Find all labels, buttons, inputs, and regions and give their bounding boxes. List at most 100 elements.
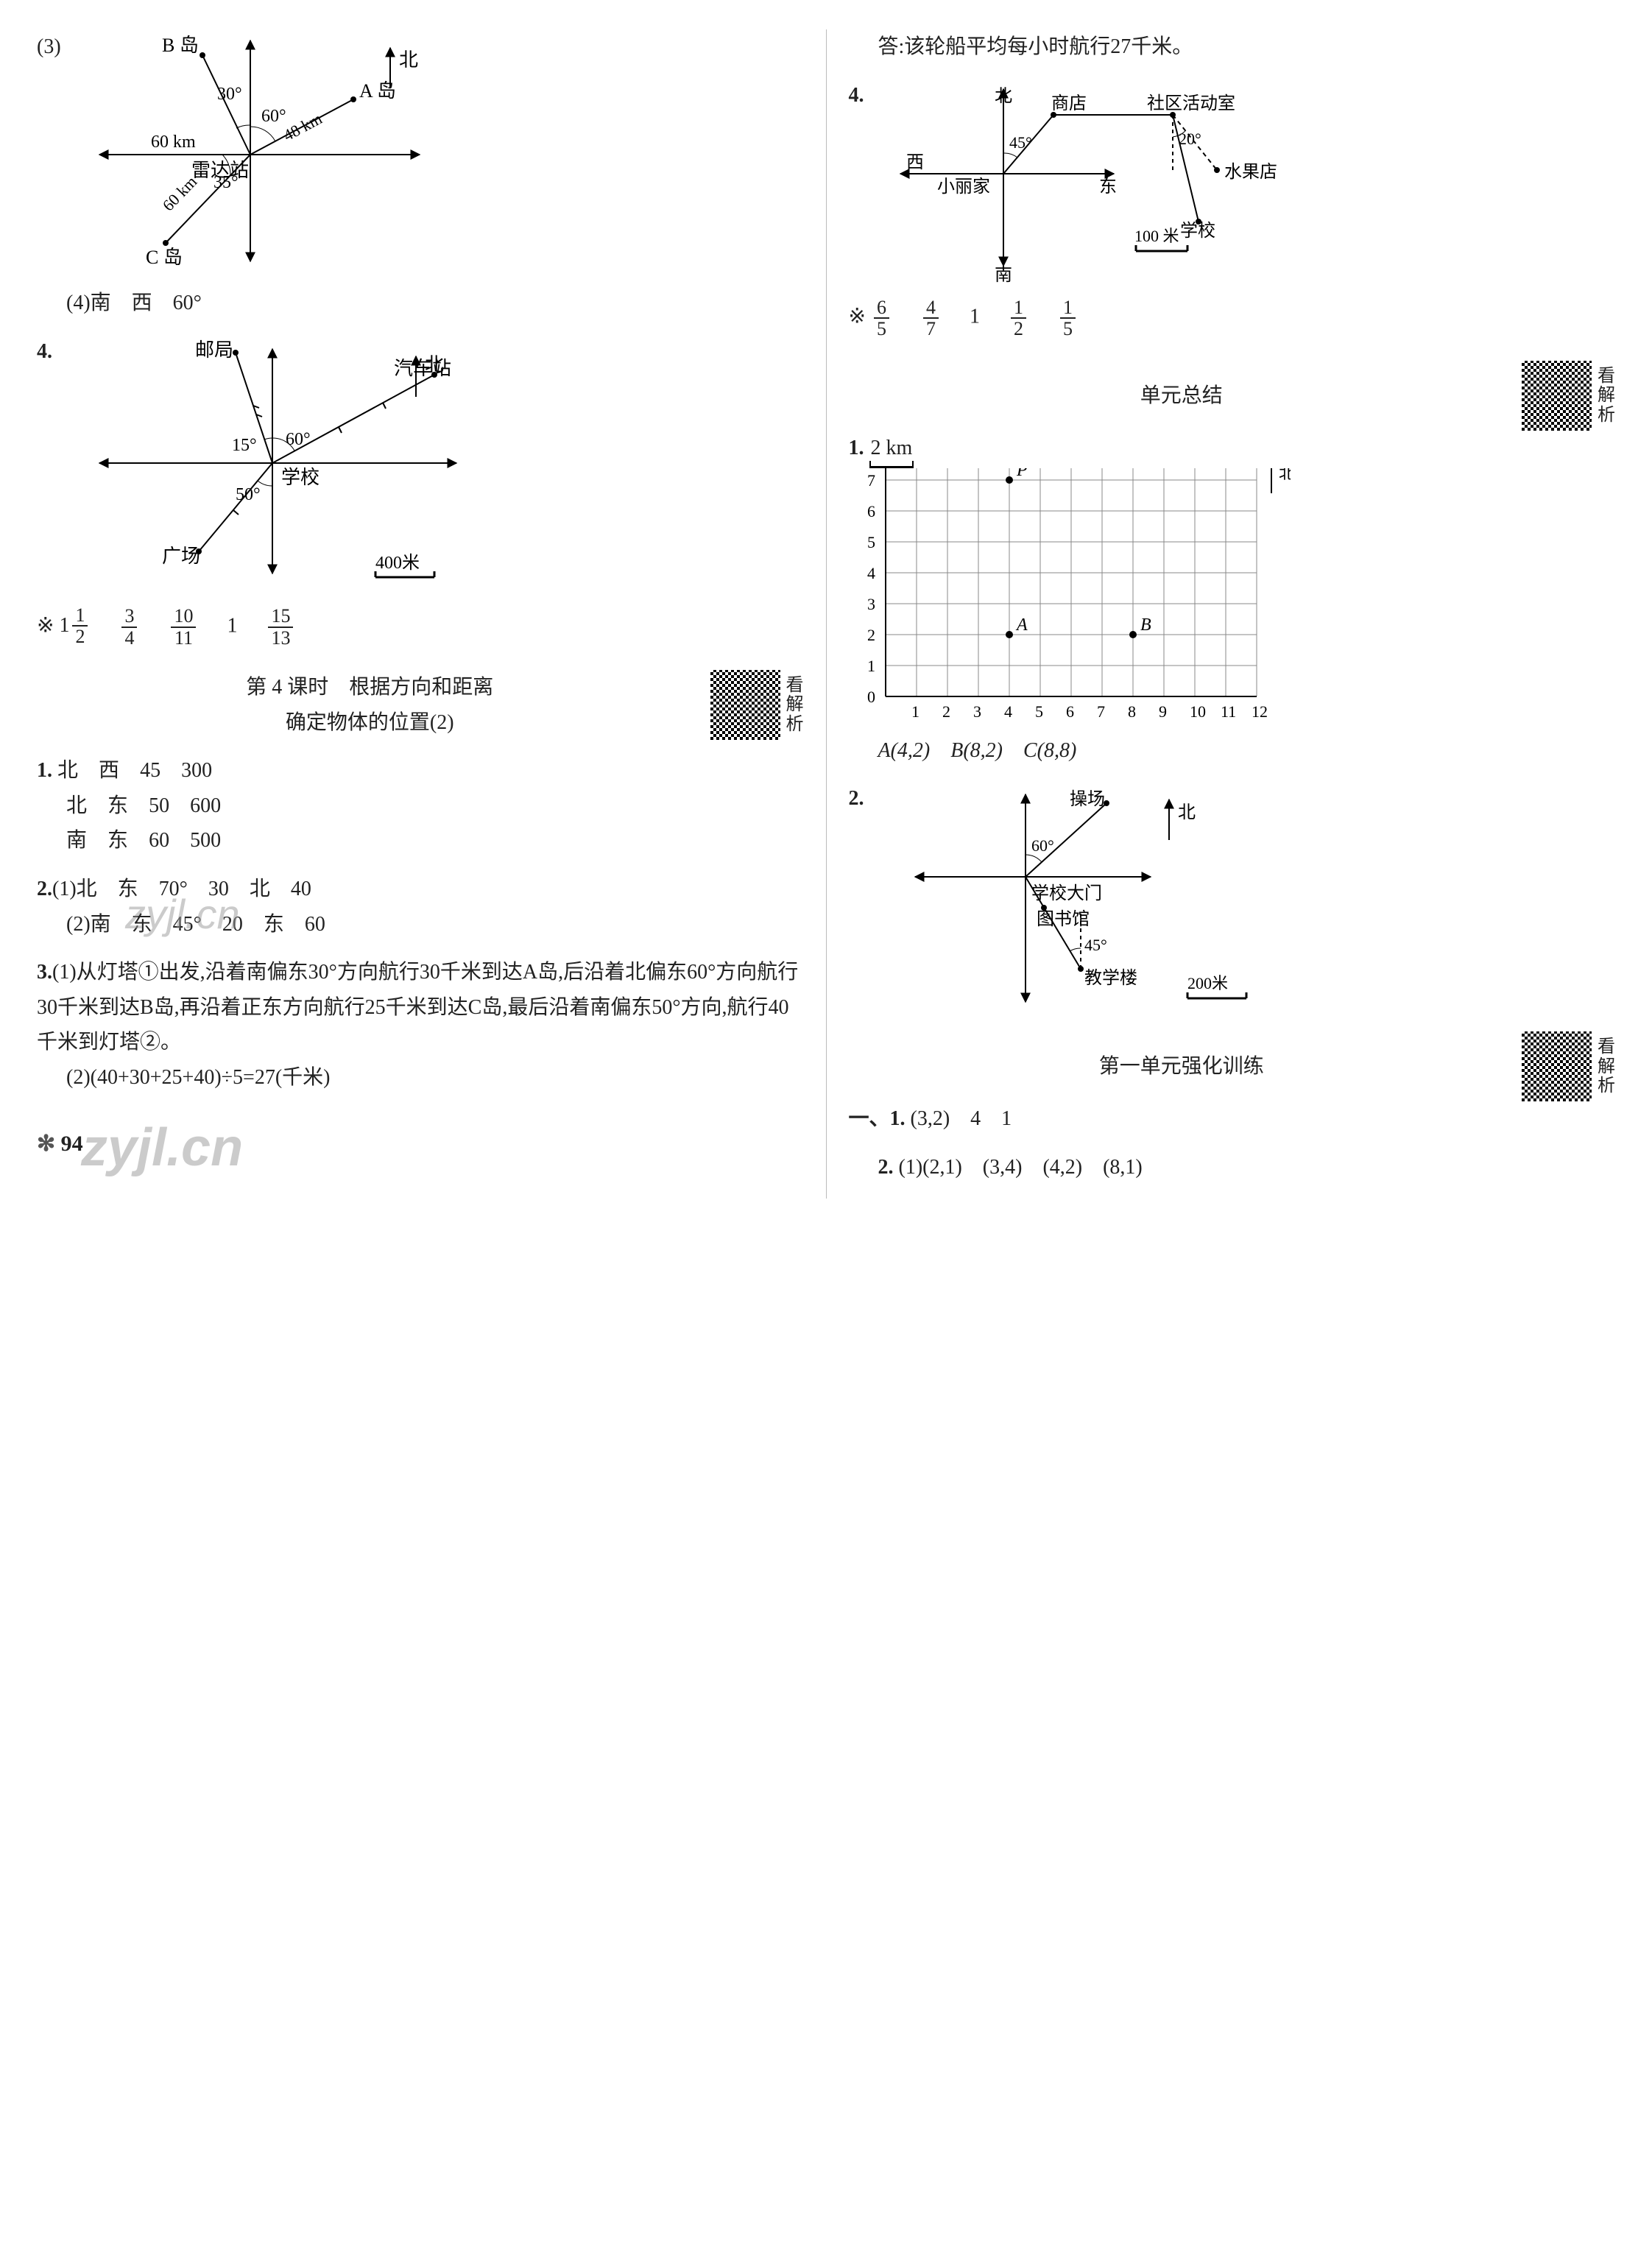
coordinate-grid: 123456789101112012345678PCAB北	[849, 468, 1291, 733]
right-star-fracs: ※ 65 47 1 12 15	[849, 297, 1616, 339]
unit-training-title: 第一单元强化训练	[849, 1049, 1515, 1084]
svg-text:11: 11	[1221, 702, 1236, 721]
star-prefix: ※	[37, 614, 54, 637]
svg-text:北: 北	[425, 354, 444, 375]
lesson4-title-2: 确定物体的位置(2)	[37, 705, 703, 741]
answer-top: 答:该轮船平均每小时航行27千米。	[849, 29, 1616, 65]
svg-text:48 km: 48 km	[280, 109, 325, 144]
svg-text:400米: 400米	[375, 553, 420, 573]
lesson4-title-1: 第 4 课时 根据方向和距离	[37, 670, 703, 705]
svg-text:60°: 60°	[261, 107, 286, 126]
svg-text:60°: 60°	[286, 430, 311, 449]
svg-text:广场: 广场	[162, 546, 200, 567]
left-star-fracs: ※ 112 34 1011 1 1513	[37, 605, 804, 648]
diagram-4: 邮局 汽车站 广场 学校 15° 60° 50° 北 400米	[66, 334, 479, 592]
q2-num: 2.	[37, 878, 52, 900]
star-prefix-r: ※	[849, 305, 866, 328]
svg-text:20°: 20°	[1179, 130, 1201, 148]
svg-text:南: 南	[995, 265, 1012, 284]
q3-p2: (2)(40+30+25+40)÷5=27(千米)	[37, 1060, 804, 1095]
svg-text:北: 北	[399, 49, 418, 71]
qr-code-icon[interactable]	[1522, 1031, 1592, 1101]
svg-text:学校: 学校	[281, 467, 320, 488]
qr-code-icon[interactable]	[1522, 361, 1592, 431]
svg-text:7: 7	[867, 471, 875, 490]
rq4-num: 4.	[849, 78, 878, 284]
svg-text:4: 4	[867, 564, 875, 582]
watermark-2: zyjl.cn	[81, 1103, 243, 1193]
l4-q1: 1. 北 西 45 300 北 东 50 600 南 东 60 500	[37, 753, 804, 858]
grid-block: 1. 2 km 123456789101112012345678PCAB北 A(…	[849, 431, 1616, 768]
q1-num: 1.	[37, 759, 52, 782]
svg-text:水果店: 水果店	[1224, 162, 1277, 182]
right-column: 答:该轮船平均每小时航行27千米。 4.	[849, 29, 1616, 1199]
svg-text:北: 北	[1279, 468, 1291, 482]
left-column: (3)	[37, 29, 804, 1199]
svg-text:60°: 60°	[1031, 836, 1054, 855]
svg-text:B: B	[1140, 615, 1151, 635]
svg-text:9: 9	[1159, 702, 1167, 721]
svg-text:C 岛: C 岛	[146, 247, 183, 268]
svg-text:10: 10	[1190, 702, 1206, 721]
svg-text:5: 5	[1035, 702, 1043, 721]
svg-text:35°: 35°	[213, 173, 239, 192]
svg-text:东: 东	[1099, 177, 1117, 197]
svg-text:2: 2	[867, 626, 875, 644]
r-q4: 4. 北 南 东	[849, 78, 1616, 284]
svg-text:45°: 45°	[1084, 936, 1107, 954]
t2: 2. (1)(2,1) (3,4) (4,2) (8,1)	[849, 1150, 1616, 1185]
q1-r1: 北 东 50 600	[37, 788, 804, 824]
svg-text:西: 西	[906, 153, 924, 172]
diagram-r2: 操场 学校大门 图书馆 教学楼 60° 45° 北 200米	[878, 781, 1261, 1017]
svg-text:100 米: 100 米	[1134, 227, 1179, 245]
svg-text:图书馆: 图书馆	[1037, 909, 1090, 929]
svg-text:北: 北	[1178, 802, 1196, 822]
svg-text:操场: 操场	[1070, 789, 1105, 809]
qr-block-2[interactable]: 看解析	[1522, 361, 1615, 431]
q1-r2: 南 东 60 500	[37, 823, 804, 858]
svg-text:4: 4	[1004, 702, 1012, 721]
q2-r2: (2)南 东 45° 20 东 60	[37, 907, 804, 942]
lesson4-header: 第 4 课时 根据方向和距离 确定物体的位置(2) 看解析	[37, 670, 804, 740]
q4-text: (4)南 西 60°	[37, 286, 804, 321]
svg-text:50°: 50°	[236, 485, 261, 504]
svg-text:7: 7	[1097, 702, 1105, 721]
svg-text:小丽家: 小丽家	[937, 177, 990, 197]
svg-text:5: 5	[867, 533, 875, 551]
svg-text:2: 2	[942, 702, 950, 721]
qr-block-3[interactable]: 看解析	[1522, 1031, 1615, 1101]
svg-text:0: 0	[867, 688, 875, 706]
svg-text:商店: 商店	[1051, 93, 1087, 113]
svg-text:北: 北	[995, 86, 1012, 106]
svg-text:A: A	[1015, 615, 1028, 635]
svg-text:3: 3	[973, 702, 981, 721]
qr-block[interactable]: 看解析	[710, 670, 804, 740]
unit-summary-title: 单元总结	[849, 378, 1515, 414]
diagram-3: B 岛 A 岛 C 岛 雷达站 30° 60° 35° 60 km 48 km …	[81, 29, 464, 272]
svg-text:45°: 45°	[1009, 133, 1032, 152]
svg-text:3: 3	[867, 595, 875, 613]
column-divider	[826, 29, 827, 1199]
q3: (3)	[37, 29, 804, 272]
svg-text:社区活动室: 社区活动室	[1147, 93, 1235, 113]
l4-q2: 2.(1)北 东 70° 30 北 40 (2)南 东 45° 20 东 60 …	[37, 872, 804, 942]
page-container: (3)	[37, 29, 1615, 1199]
l4-q3: 3.(1)从灯塔①出发,沿着南偏东30°方向航行30千米到达A岛,后沿着北偏东6…	[37, 955, 804, 1095]
svg-text:教学楼: 教学楼	[1084, 968, 1137, 988]
q4: 4.	[37, 334, 804, 592]
unit-summary-header: 单元总结 看解析	[849, 361, 1616, 431]
page-number: ✻ 94 zyjl.cn	[37, 1125, 804, 1162]
q2-r1: (1)北 东 70° 30 北 40	[52, 878, 311, 900]
grid-coords: A(4,2) B(8,2) C(8,8)	[849, 733, 1616, 769]
svg-text:200米: 200米	[1187, 974, 1228, 992]
grid-q1: 1.	[849, 437, 864, 459]
svg-text:学校大门: 学校大门	[1031, 883, 1102, 903]
svg-text:15°: 15°	[232, 436, 257, 455]
svg-text:P: P	[1016, 468, 1028, 480]
svg-text:1: 1	[867, 657, 875, 675]
qr-code-icon[interactable]	[710, 670, 780, 740]
diagram-r4: 北 南 东 西 小丽家 商店 社区活动室 水果店 学校 45° 20° 100 …	[878, 78, 1291, 284]
frac: 1	[59, 608, 69, 643]
svg-text:6: 6	[1066, 702, 1074, 721]
q3-p1: (1)从灯塔①出发,沿着南偏东30°方向航行30千米到达A岛,后沿着北偏东60°…	[37, 961, 798, 1054]
